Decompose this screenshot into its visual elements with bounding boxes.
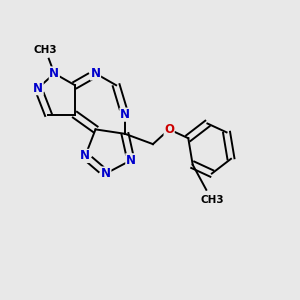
Text: O: O — [164, 123, 174, 136]
Text: N: N — [49, 67, 59, 80]
Text: N: N — [80, 149, 90, 162]
Text: N: N — [120, 108, 130, 121]
Text: N: N — [91, 67, 100, 80]
Text: CH3: CH3 — [34, 45, 57, 55]
Text: N: N — [101, 167, 111, 180]
Text: N: N — [33, 82, 43, 95]
Text: N: N — [126, 154, 136, 167]
Text: CH3: CH3 — [200, 195, 224, 205]
